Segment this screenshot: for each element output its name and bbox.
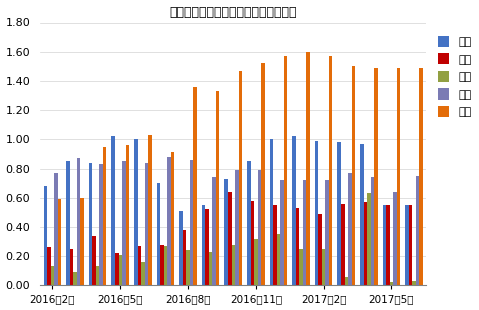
Bar [371,177,374,286]
Bar [141,262,145,286]
Bar [100,164,103,286]
Bar [341,204,344,286]
Bar [322,249,325,286]
Bar [137,246,141,286]
Bar [367,193,371,286]
Bar [360,144,364,286]
Bar [247,161,251,286]
Bar [251,201,254,286]
Bar [412,281,416,286]
Bar [325,180,329,286]
Bar [338,142,341,286]
Bar [329,56,332,286]
Bar [228,192,231,286]
Bar [70,249,73,286]
Bar [179,211,183,286]
Bar [186,250,190,286]
Bar [209,252,212,286]
Bar [77,158,80,286]
Bar [202,205,205,286]
Bar [364,202,367,286]
Bar [148,135,152,286]
Bar [397,68,400,286]
Bar [112,136,115,286]
Bar [374,68,377,286]
Bar [319,214,322,286]
Bar [134,140,137,286]
Bar [171,153,174,286]
Bar [390,282,393,286]
Bar [216,91,219,286]
Bar [160,245,164,286]
Bar [190,160,194,286]
Bar [122,161,125,286]
Bar [183,230,186,286]
Bar [280,180,284,286]
Bar [416,176,419,286]
Bar [296,208,299,286]
Bar [44,186,47,286]
Bar [273,205,277,286]
Bar [235,170,239,286]
Bar [386,205,390,286]
Bar [80,198,84,286]
Bar [125,145,129,286]
Bar [47,247,51,286]
Bar [231,245,235,286]
Bar [225,179,228,286]
Bar [292,136,296,286]
Bar [254,239,258,286]
Bar [393,192,397,286]
Bar [405,205,409,286]
Bar [306,52,310,286]
Bar [194,87,197,286]
Bar [115,253,118,286]
Legend: 江苏, 内蒙, 辽宁, 山东, 其他: 江苏, 内蒙, 辽宁, 山东, 其他 [436,33,474,119]
Bar [157,183,160,286]
Bar [303,180,306,286]
Bar [383,205,386,286]
Bar [118,255,122,286]
Bar [419,68,423,286]
Bar [96,266,100,286]
Bar [261,64,264,286]
Bar [352,66,355,286]
Bar [270,140,273,286]
Bar [315,141,319,286]
Bar [409,205,412,286]
Bar [145,163,148,286]
Bar [299,249,303,286]
Bar [212,177,216,286]
Bar [103,147,106,286]
Bar [284,56,287,286]
Bar [164,246,167,286]
Bar [167,157,171,286]
Bar [66,161,70,286]
Bar [205,210,209,286]
Bar [258,170,261,286]
Bar [89,163,92,286]
Bar [348,173,352,286]
Bar [277,234,280,286]
Bar [51,266,54,286]
Title: 国内主要镍铁生产地区产量（金属量）: 国内主要镍铁生产地区产量（金属量） [170,6,297,19]
Bar [54,173,57,286]
Bar [57,199,61,286]
Bar [344,277,348,286]
Bar [239,71,242,286]
Bar [73,272,77,286]
Bar [92,236,96,286]
